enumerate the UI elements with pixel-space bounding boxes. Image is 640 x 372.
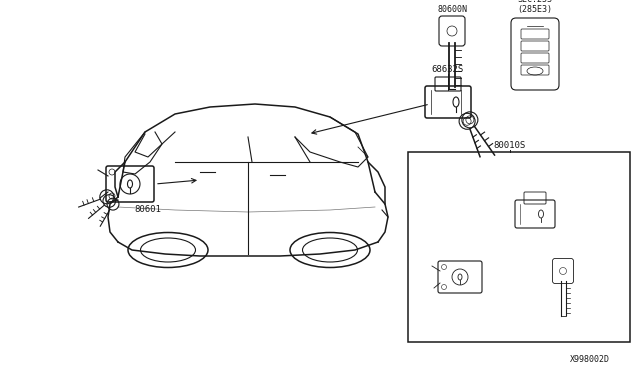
- Text: SEC.253
(285E3): SEC.253 (285E3): [518, 0, 552, 14]
- Text: 80600N: 80600N: [437, 6, 467, 15]
- Bar: [408, 152, 630, 342]
- Text: X998002D: X998002D: [570, 356, 610, 365]
- Text: 68632S: 68632S: [432, 65, 464, 74]
- Text: 80010S: 80010S: [494, 141, 526, 150]
- Text: 80601: 80601: [134, 205, 161, 214]
